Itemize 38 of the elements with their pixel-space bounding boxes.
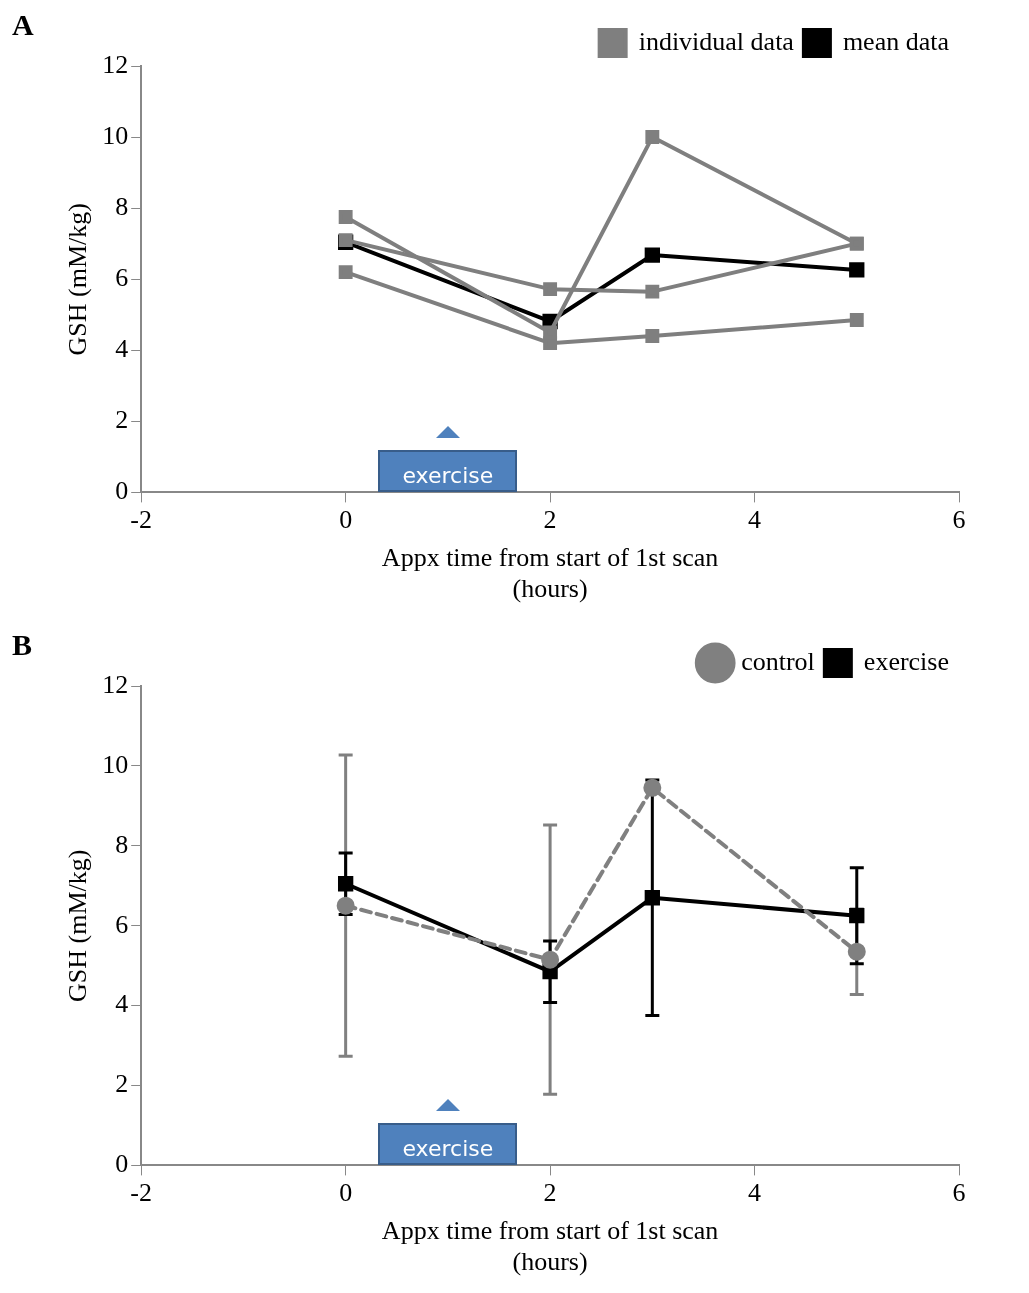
legend-label: mean data [842,26,950,56]
x-axis-title: Appx time from start of 1st scan (hours) [381,1216,719,1277]
y-tick-label: 0 [115,476,129,506]
y-axis-title: GSH (mM/kg) [63,203,93,356]
x-axis-title: Appx time from start of 1st scan (hours) [381,543,719,604]
arrow-callout: exercise [378,1099,518,1166]
y-tick-label: 12 [102,669,129,699]
legend-label: exercise [863,646,950,676]
arrow-callout: exercise [378,426,518,493]
x-tick-label: -2 [130,504,153,534]
x-tick-label: 4 [748,504,762,534]
y-tick-label: 0 [115,1149,129,1179]
x-tick-label: 2 [543,504,557,534]
x-tick-label: 0 [339,1177,353,1207]
x-tick-label: 4 [748,1177,762,1207]
x-tick-label: 0 [339,504,353,534]
annotation: exercise [402,1136,494,1162]
x-tick-label: 6 [952,1177,966,1207]
chart-title: B [12,627,33,661]
legend-label: control [741,646,815,676]
y-tick-label: 6 [115,909,129,939]
y-tick-label: 2 [115,405,129,435]
y-tick-label: 8 [115,829,129,859]
x-tick-label: -2 [130,1177,153,1207]
y-tick-label: 2 [115,1069,129,1099]
y-tick-label: 6 [115,263,129,293]
annotation: exercise [402,463,494,489]
x-tick-label: 6 [952,504,966,534]
y-tick-label: 8 [115,191,129,221]
legend-label: individual data [638,26,795,56]
y-tick-label: 4 [115,334,129,364]
y-tick-label: 10 [102,120,129,150]
y-axis-title: GSH (mM/kg) [63,849,93,1002]
y-tick-label: 10 [102,749,129,779]
y-tick-label: 4 [115,989,129,1019]
chart-title: A [12,7,34,41]
y-tick-label: 12 [102,49,129,79]
x-tick-label: 2 [543,1177,557,1207]
